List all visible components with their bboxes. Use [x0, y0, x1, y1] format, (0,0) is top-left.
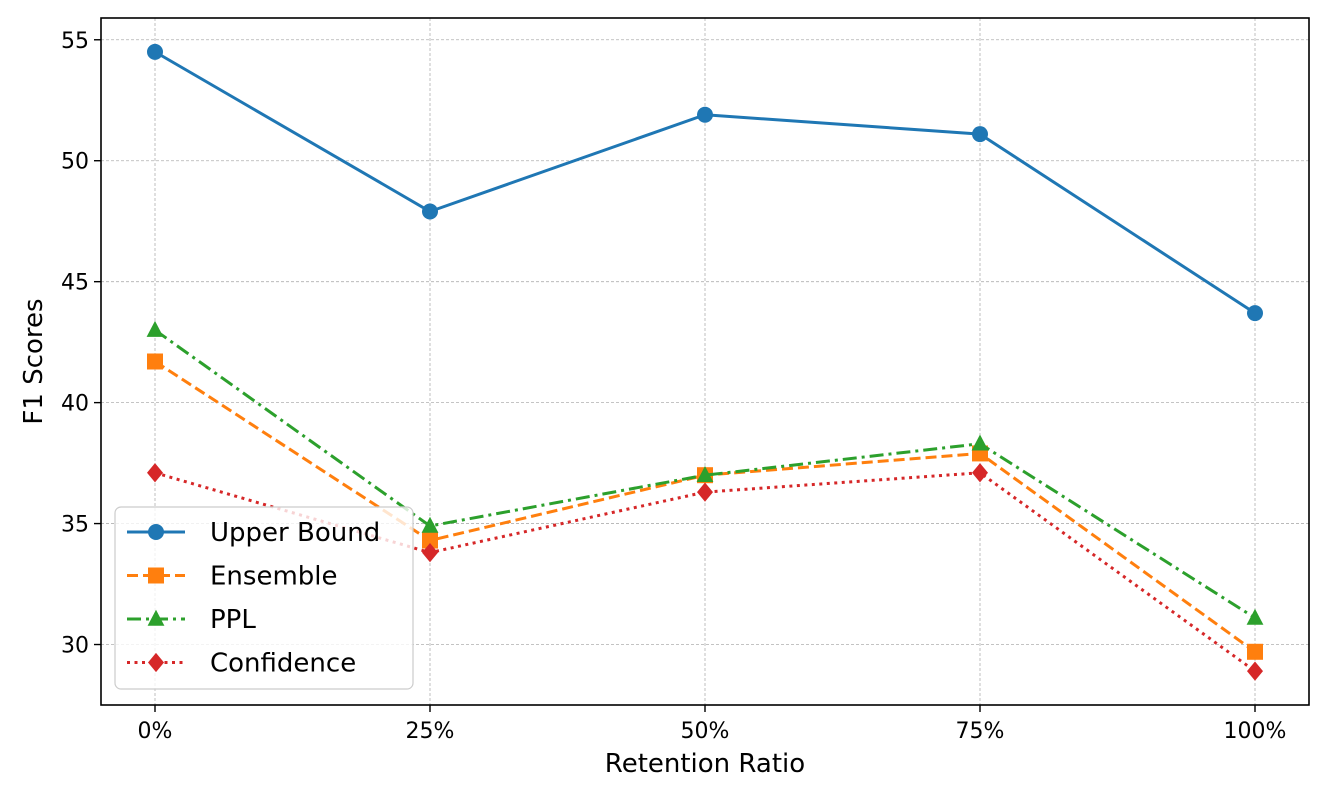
legend-marker — [147, 609, 165, 626]
data-point — [422, 203, 438, 220]
legend-item: Ensemble — [127, 562, 338, 592]
legend: Upper Bound Ensemble PPL Confidence — [114, 506, 414, 690]
series-upper-bound — [147, 43, 1263, 322]
x-axis: 0% 25% 50% 75% 100% — [138, 705, 1287, 744]
legend-marker — [148, 652, 164, 673]
data-point — [147, 43, 163, 60]
data-point — [972, 463, 988, 483]
data-point — [697, 482, 713, 502]
data-point — [971, 434, 989, 451]
data-point — [422, 532, 438, 549]
data-point — [421, 516, 439, 533]
legend-marker — [148, 567, 164, 584]
data-point — [147, 353, 163, 370]
y-tick-label: 55 — [61, 29, 89, 54]
legend-label: Ensemble — [210, 562, 338, 592]
data-point — [1247, 305, 1263, 322]
legend-label: Upper Bound — [210, 518, 380, 548]
legend-box — [114, 506, 414, 690]
x-tick-label: 50% — [681, 719, 730, 744]
y-tick-label: 40 — [61, 392, 89, 417]
data-point — [696, 465, 714, 482]
series-line — [154, 328, 1256, 620]
series-confidence — [147, 463, 1263, 681]
y-tick-label: 30 — [61, 634, 89, 659]
legend-item: PPL — [127, 605, 256, 635]
legend-item: Confidence — [127, 649, 356, 679]
y-axis-label: F1 Scores — [19, 298, 49, 424]
y-tick-label: 50 — [61, 150, 89, 175]
data-point — [1246, 608, 1264, 625]
data-point — [1247, 661, 1263, 681]
series-ppl — [146, 320, 1264, 625]
data-point — [697, 106, 713, 123]
x-tick-label: 0% — [138, 719, 173, 744]
x-tick-label: 25% — [406, 719, 455, 744]
legend-label: Confidence — [210, 649, 356, 679]
data-point — [1247, 643, 1263, 660]
legend-marker — [148, 524, 164, 540]
series-group — [146, 43, 1264, 681]
x-axis-label: Retention Ratio — [605, 749, 805, 779]
legend-item: Upper Bound — [127, 518, 380, 548]
data-point — [972, 126, 988, 143]
legend-label: PPL — [210, 605, 256, 635]
y-axis: 30 35 40 45 50 55 — [61, 29, 101, 659]
x-tick-label: 100% — [1224, 719, 1287, 744]
y-tick-label: 35 — [61, 513, 89, 538]
x-tick-label: 75% — [956, 719, 1005, 744]
data-point — [146, 320, 164, 337]
y-tick-label: 45 — [61, 271, 89, 296]
data-point — [422, 543, 438, 563]
data-point — [147, 463, 163, 483]
